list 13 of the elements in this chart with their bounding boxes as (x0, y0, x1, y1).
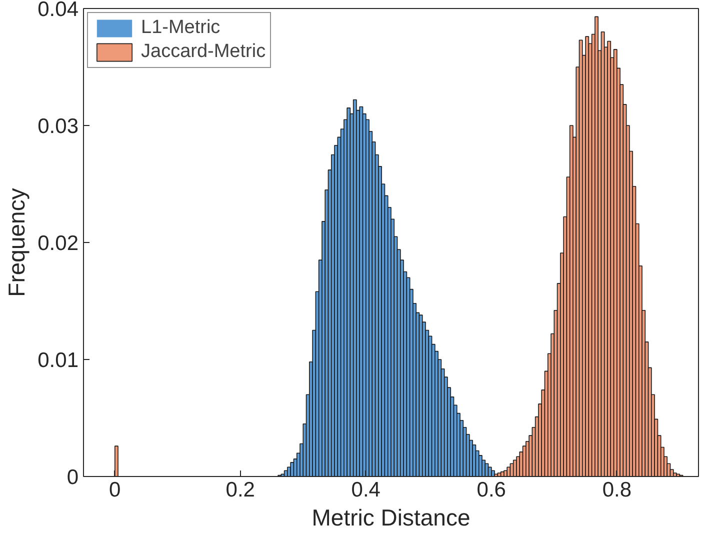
y-tick-label: 0.01 (38, 349, 79, 372)
legend-label: L1-Metric (141, 17, 220, 39)
legend-label: Jaccard-Metric (141, 41, 266, 63)
x-tick-label: 0.8 (602, 478, 632, 502)
y-tick-label: 0.03 (38, 115, 79, 138)
y-tick-label: 0.04 (38, 0, 79, 21)
x-tick-label: 0.2 (226, 478, 255, 502)
x-tick-label: 0.4 (351, 478, 381, 502)
y-tick-label: 0.02 (38, 232, 79, 255)
x-tick-label: 0 (109, 478, 121, 502)
y-axis-title: Frequency (4, 188, 30, 297)
x-axis-title: Metric Distance (312, 504, 470, 530)
x-tick-label: 0.6 (476, 478, 506, 502)
